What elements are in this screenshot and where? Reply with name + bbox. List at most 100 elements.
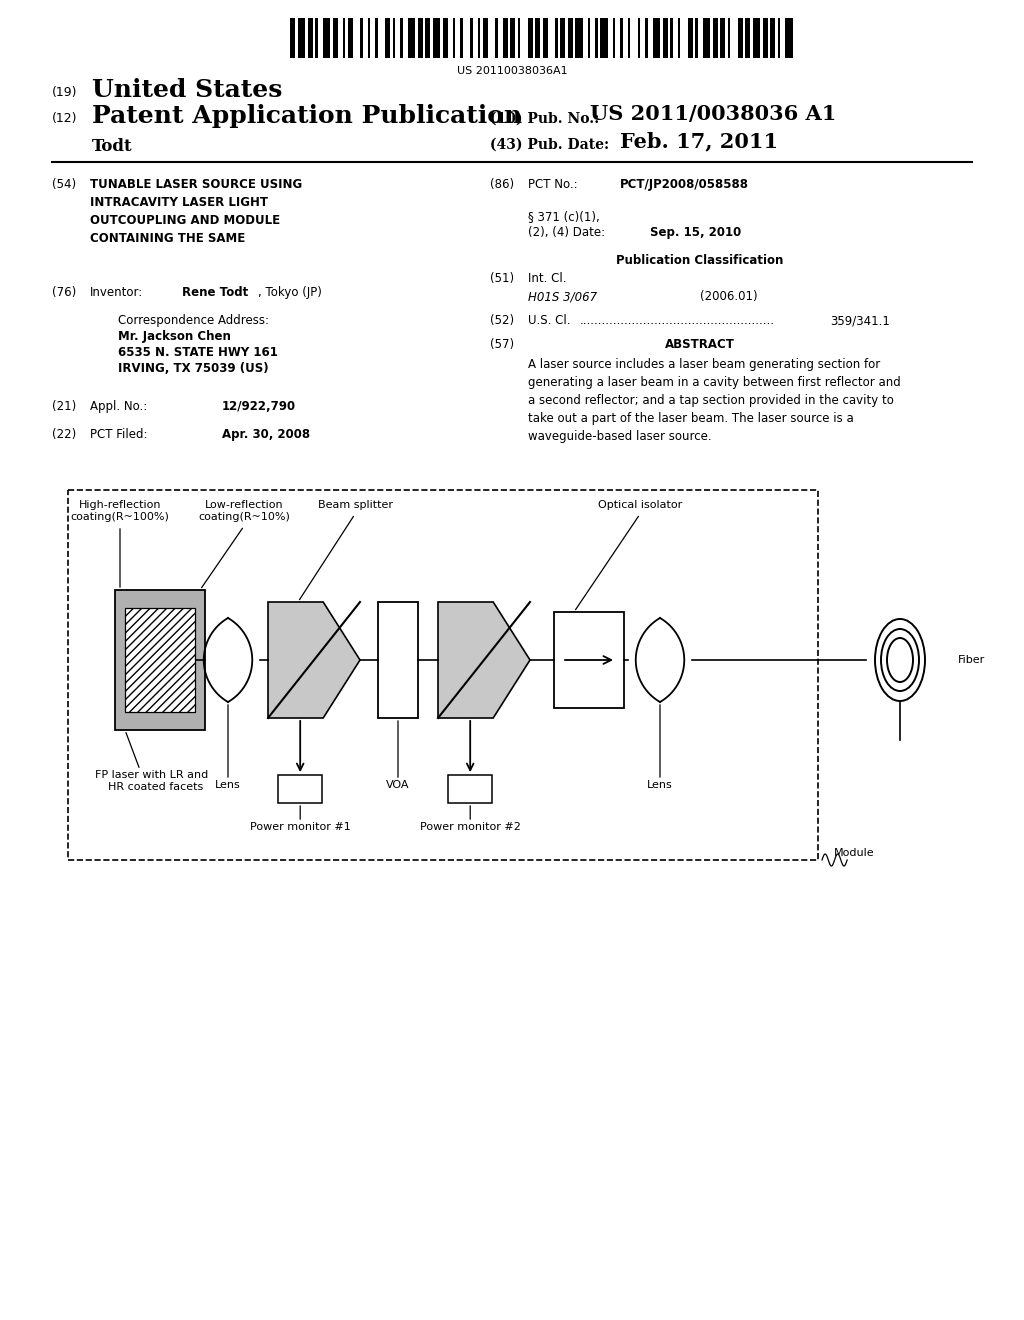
Bar xyxy=(575,18,583,58)
Bar xyxy=(375,18,378,58)
Bar xyxy=(745,18,750,58)
Text: (21): (21) xyxy=(52,400,76,413)
Bar xyxy=(554,612,624,708)
Text: U.S. Cl.: U.S. Cl. xyxy=(528,314,570,327)
Bar xyxy=(638,18,640,58)
Bar xyxy=(777,18,780,58)
Text: (12): (12) xyxy=(52,112,78,125)
Bar xyxy=(323,18,330,58)
Text: § 371 (c)(1),: § 371 (c)(1), xyxy=(528,210,600,223)
Bar xyxy=(360,18,362,58)
Bar xyxy=(470,18,472,58)
Text: IRVING, TX 75039 (US): IRVING, TX 75039 (US) xyxy=(118,362,268,375)
Bar xyxy=(425,18,430,58)
Text: (51): (51) xyxy=(490,272,514,285)
Bar xyxy=(702,18,710,58)
Bar xyxy=(315,18,317,58)
Text: Appl. No.:: Appl. No.: xyxy=(90,400,147,413)
Bar xyxy=(555,18,557,58)
Bar xyxy=(753,18,760,58)
Text: (76): (76) xyxy=(52,286,76,300)
Text: 12/922,790: 12/922,790 xyxy=(222,400,296,413)
Text: (22): (22) xyxy=(52,428,76,441)
Bar xyxy=(460,18,463,58)
Bar xyxy=(477,18,480,58)
Bar xyxy=(595,18,597,58)
Text: Module: Module xyxy=(834,847,874,858)
Text: PCT Filed:: PCT Filed: xyxy=(90,428,147,441)
Text: TUNABLE LASER SOURCE USING
INTRACAVITY LASER LIGHT
OUTCOUPLING AND MODULE
CONTAI: TUNABLE LASER SOURCE USING INTRACAVITY L… xyxy=(90,178,302,246)
Text: Beam splitter: Beam splitter xyxy=(317,500,392,510)
Bar xyxy=(663,18,668,58)
Text: ABSTRACT: ABSTRACT xyxy=(665,338,735,351)
Bar xyxy=(442,18,447,58)
Text: (54): (54) xyxy=(52,178,76,191)
Bar xyxy=(368,18,370,58)
Bar xyxy=(620,18,623,58)
Polygon shape xyxy=(438,602,530,718)
Bar xyxy=(298,18,305,58)
Text: (57): (57) xyxy=(490,338,514,351)
Bar xyxy=(279,775,323,803)
Bar xyxy=(770,18,775,58)
Bar xyxy=(600,18,607,58)
Bar xyxy=(449,775,493,803)
Bar xyxy=(453,18,455,58)
Bar xyxy=(495,18,498,58)
Text: Inventor:: Inventor: xyxy=(90,286,143,300)
Text: Correspondence Address:: Correspondence Address: xyxy=(118,314,269,327)
Bar xyxy=(333,18,338,58)
Bar xyxy=(652,18,660,58)
Text: FP laser with LR and
  HR coated facets: FP laser with LR and HR coated facets xyxy=(95,770,209,792)
Text: US 20110038036A1: US 20110038036A1 xyxy=(457,66,567,77)
Text: Sep. 15, 2010: Sep. 15, 2010 xyxy=(650,226,741,239)
Bar xyxy=(290,18,295,58)
Bar xyxy=(482,18,487,58)
Bar xyxy=(342,18,345,58)
Bar xyxy=(763,18,768,58)
Bar xyxy=(628,18,630,58)
Text: High-reflection
coating(R~100%): High-reflection coating(R~100%) xyxy=(71,500,169,523)
Bar xyxy=(687,18,692,58)
Text: US 2011/0038036 A1: US 2011/0038036 A1 xyxy=(590,104,837,124)
Text: 359/341.1: 359/341.1 xyxy=(830,314,890,327)
Text: (2), (4) Date:: (2), (4) Date: xyxy=(528,226,605,239)
Text: Low-reflection
coating(R~10%): Low-reflection coating(R~10%) xyxy=(198,500,290,523)
Text: A laser source includes a laser beam generating section for
generating a laser b: A laser source includes a laser beam gen… xyxy=(528,358,901,444)
Text: (10) Pub. No.:: (10) Pub. No.: xyxy=(490,112,599,125)
Text: Optical isolator: Optical isolator xyxy=(598,500,682,510)
Text: H01S 3/067: H01S 3/067 xyxy=(528,290,597,304)
Bar xyxy=(378,602,418,718)
Bar xyxy=(720,18,725,58)
Text: ....................................................: ........................................… xyxy=(580,314,775,327)
Text: Lens: Lens xyxy=(647,780,673,789)
Text: Lens: Lens xyxy=(215,780,241,789)
Bar xyxy=(785,18,793,58)
Bar xyxy=(695,18,697,58)
Bar xyxy=(517,18,520,58)
Bar xyxy=(510,18,515,58)
Text: Power monitor #2: Power monitor #2 xyxy=(420,822,520,832)
Bar xyxy=(68,490,818,861)
Text: VOA: VOA xyxy=(386,780,410,789)
Bar xyxy=(670,18,673,58)
Bar xyxy=(125,609,195,711)
Text: Mr. Jackson Chen: Mr. Jackson Chen xyxy=(118,330,230,343)
Text: Todt: Todt xyxy=(92,139,133,154)
Text: Int. Cl.: Int. Cl. xyxy=(528,272,566,285)
Bar xyxy=(678,18,680,58)
Bar xyxy=(307,18,312,58)
Bar xyxy=(567,18,572,58)
Bar xyxy=(713,18,718,58)
Text: Publication Classification: Publication Classification xyxy=(616,253,783,267)
Text: (43) Pub. Date:: (43) Pub. Date: xyxy=(490,139,609,152)
Bar xyxy=(527,18,532,58)
Bar xyxy=(418,18,423,58)
Text: (19): (19) xyxy=(52,86,78,99)
Bar xyxy=(503,18,508,58)
Bar xyxy=(408,18,415,58)
Text: (52): (52) xyxy=(490,314,514,327)
Text: , Tokyo (JP): , Tokyo (JP) xyxy=(258,286,322,300)
Bar xyxy=(432,18,440,58)
Text: (2006.01): (2006.01) xyxy=(700,290,758,304)
